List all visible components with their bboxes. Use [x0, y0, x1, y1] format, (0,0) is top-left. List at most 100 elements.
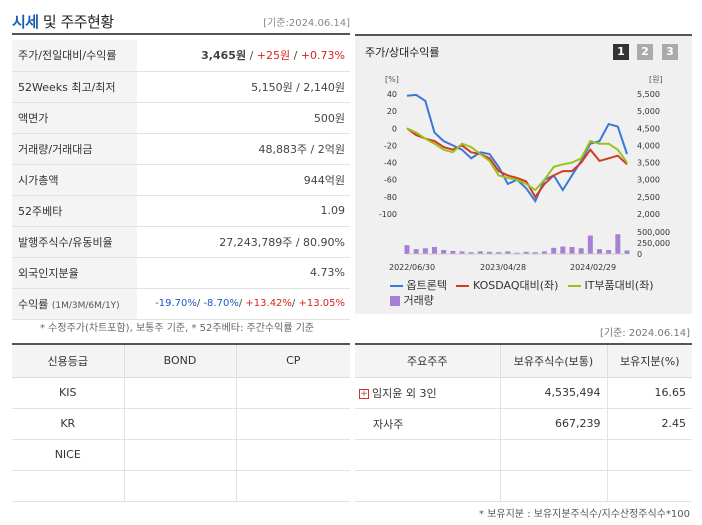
row-label: 52Weeks 최고/최저: [12, 71, 137, 103]
bond-cell: [123, 470, 236, 502]
left-axis: 40 20 0 -20 -40 -60 -80 -100: [379, 90, 397, 219]
volume-bar: [624, 250, 630, 254]
volume-bars: [404, 234, 630, 254]
chart-page-2-button[interactable]: 2: [637, 44, 653, 60]
table-row: [12, 470, 350, 502]
price-note: * 수정주가(차트포함), 보통주 기준, * 52주베타: 주간수익률 기준: [40, 323, 315, 334]
table-row: 외국인지분율 4.73%: [12, 257, 350, 289]
volume-bar: [551, 247, 557, 254]
agency-cell: KIS: [12, 377, 124, 409]
price-change-pct: +0.73%: [300, 49, 345, 63]
left-tick-label: 20: [387, 107, 397, 116]
legend-swatch: [567, 285, 581, 287]
current-price: 3,465원: [201, 49, 247, 63]
holder-name-cell: + 임지윤 외 3인: [355, 377, 500, 409]
right-axis-unit: [원]: [649, 75, 663, 84]
row-value: 5,150원 / 2,140원: [137, 71, 350, 103]
cp-cell: [235, 470, 350, 502]
table-row: 자사주 667,239 2.45: [355, 408, 692, 440]
left-tick-label: -60: [384, 176, 397, 185]
volume-bar: [441, 250, 447, 254]
right-tick-label: 2,500: [637, 193, 660, 202]
bond-cell: [123, 439, 236, 471]
section-title: 시세 및 주주현황: [12, 11, 114, 32]
holders-date: [기준: 2024.06.14]: [599, 328, 690, 339]
row-value: 4.73%: [137, 257, 350, 289]
plus-icon[interactable]: +: [359, 388, 369, 399]
volume-tick-label: 0: [637, 250, 642, 259]
row-value: 48,883주 / 2억원: [137, 133, 350, 165]
title-highlight: 시세: [12, 13, 39, 31]
table-row: 거래량/거래대금 48,883주 / 2억원: [12, 133, 350, 165]
row-value: 1.09: [137, 195, 350, 227]
volume-bar: [413, 249, 419, 254]
row-value: -19.70%/ -8.70%/ +13.42%/ +13.05%: [137, 288, 350, 320]
title-rest: 및 주주현황: [42, 13, 114, 31]
volume-bar: [450, 250, 456, 254]
left-tick-label: 40: [387, 90, 397, 99]
x-tick-label: 2024/02/29: [570, 263, 616, 272]
left-axis-unit: [%]: [385, 75, 399, 84]
chart-page-3-button[interactable]: 3: [662, 44, 678, 60]
separator: /: [196, 298, 204, 309]
left-tick-label: -40: [384, 159, 397, 168]
table-row: [355, 470, 692, 502]
holder-name: 임지윤 외 3인: [372, 386, 437, 400]
separator: /: [290, 49, 301, 63]
row-label: 거래량/거래대금: [12, 133, 137, 165]
table-row: 액면가 500원: [12, 102, 350, 134]
column-header: 보유주식수(보통): [499, 345, 607, 378]
row-value: 944억원: [137, 164, 350, 196]
column-header: 주요주주: [355, 345, 500, 378]
right-tick-label: 5,000: [637, 107, 660, 116]
shares-cell: [499, 470, 607, 502]
holder-name-cell: 자사주: [355, 408, 500, 440]
volume-bar: [514, 252, 520, 254]
chart-page-1-button[interactable]: 1: [613, 44, 629, 60]
left-tick-label: -100: [379, 210, 397, 219]
table-row: + 임지윤 외 3인 4,535,494 16.65: [355, 377, 692, 409]
series-line-2: [406, 127, 628, 199]
separator: /: [246, 49, 257, 63]
table-row: 52주베타 1.09: [12, 195, 350, 227]
table-row: KR: [12, 408, 350, 440]
cp-cell: [235, 439, 350, 471]
volume-bar: [560, 246, 566, 254]
holder-name-cell: [355, 470, 500, 502]
volume-bar: [523, 251, 529, 254]
shares-cell: 4,535,494: [499, 377, 607, 409]
pct-cell: 16.65: [606, 377, 692, 409]
row-label: 주가/전일대비/수익률: [12, 40, 137, 72]
volume-bar: [459, 251, 465, 254]
volume-bar: [587, 235, 593, 254]
right-axis: 5,500 5,000 4,500 4,000 3,500 3,000 2,500 2,000: [637, 90, 660, 219]
holder-name-cell: [355, 439, 500, 471]
left-tick-label: -20: [384, 141, 397, 150]
table-row: 발행주식수/유동비율 27,243,789주 / 80.90%: [12, 226, 350, 258]
reference-date: [기준:2024.06.14]: [263, 18, 350, 29]
right-tick-label: 3,500: [637, 159, 660, 168]
divider: [355, 343, 692, 345]
table-row: 주가/전일대비/수익률 3,465원 / +25원 / +0.73%: [12, 40, 350, 72]
return-1m: -19.70%: [155, 298, 197, 309]
row-label: 52주베타: [12, 195, 137, 227]
volume-bar: [432, 246, 437, 254]
agency-cell: KR: [12, 408, 124, 440]
legend-label: 옵트론텍: [406, 279, 447, 292]
return-3m: -8.70%: [203, 298, 239, 309]
cp-cell: [235, 377, 350, 409]
table-row: [355, 439, 692, 471]
volume-bar: [468, 252, 474, 254]
row-value: 3,465원 / +25원 / +0.73%: [137, 40, 350, 72]
bond-cell: [123, 408, 236, 440]
table-row: KIS: [12, 377, 350, 409]
table-row: 수익률 (1M/3M/6M/1Y) -19.70%/ -8.70%/ +13.4…: [12, 288, 350, 320]
right-tick-label: 2,000: [637, 210, 660, 219]
legend-label: 거래량: [403, 294, 434, 307]
volume-tick-label: 250,000: [637, 239, 670, 248]
volume-bar: [578, 248, 584, 254]
holders-note: * 보유지분 : 보유지분주식수/지수산정주식수*100: [479, 509, 690, 520]
volume-axis: 500,000 250,000 0: [637, 228, 670, 259]
price-chart: [%] [원] 40 20 0 -20 -40 -60 -80 -100 5,500 5,000…: [379, 75, 670, 272]
separator: /: [291, 298, 299, 309]
